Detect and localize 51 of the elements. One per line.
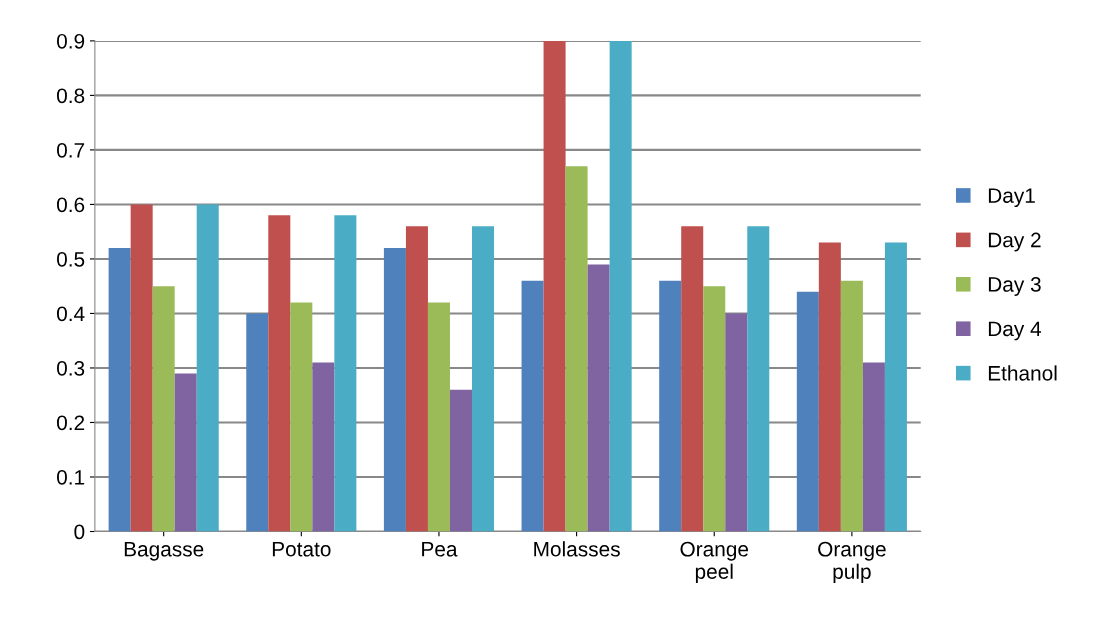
legend-label: Day1 xyxy=(988,188,1035,208)
bar xyxy=(196,204,219,532)
bar xyxy=(725,313,748,532)
bar xyxy=(449,389,472,532)
x-tick-label: Molasses xyxy=(534,541,620,557)
y-tick-label: 0.5 xyxy=(56,251,85,267)
bar xyxy=(174,373,197,532)
legend-label: Day 2 xyxy=(988,232,1041,252)
bar xyxy=(818,242,841,532)
y-tick-label: 0 xyxy=(74,524,85,540)
bar xyxy=(543,40,566,532)
bar xyxy=(152,286,175,532)
y-tick-label: 0.4 xyxy=(56,306,85,322)
y-tick-label: 0.1 xyxy=(56,469,85,485)
bar xyxy=(427,302,450,532)
bar xyxy=(312,362,335,532)
bar xyxy=(246,313,269,532)
legend-label: Day 3 xyxy=(988,277,1041,296)
bar xyxy=(840,280,863,532)
bar xyxy=(587,264,610,532)
bar xyxy=(290,302,313,532)
bar xyxy=(565,166,588,532)
x-tick-label: Pea xyxy=(422,541,458,557)
y-tick-label: 0.8 xyxy=(56,88,85,104)
bar xyxy=(334,215,357,532)
bar xyxy=(108,248,131,532)
bar xyxy=(681,226,704,532)
y-tick-label: 0.6 xyxy=(56,197,85,213)
bar xyxy=(659,280,682,532)
bar xyxy=(130,204,153,532)
bar xyxy=(405,226,428,532)
bar xyxy=(521,280,544,532)
y-tick-label: 0.7 xyxy=(56,142,85,158)
bar xyxy=(862,362,885,532)
bar xyxy=(703,286,726,532)
x-tick-label: Orange pulp xyxy=(818,541,886,584)
y-tick-label: 0.3 xyxy=(56,360,85,376)
bar xyxy=(268,215,291,532)
x-tick-label: Potato xyxy=(272,541,331,557)
x-tick-label: Orange peel xyxy=(680,541,749,584)
legend-label: Ethanol xyxy=(988,365,1057,381)
bar xyxy=(796,291,819,532)
bar xyxy=(609,40,632,532)
x-tick-label: Bagasse xyxy=(124,541,204,561)
bar xyxy=(383,248,406,532)
y-tick-label: 0.2 xyxy=(56,415,85,431)
bar xyxy=(747,226,770,532)
y-tick-label: 0.9 xyxy=(56,33,85,49)
bar xyxy=(884,242,907,532)
bar xyxy=(471,226,495,532)
legend-label: Day 4 xyxy=(988,321,1042,341)
